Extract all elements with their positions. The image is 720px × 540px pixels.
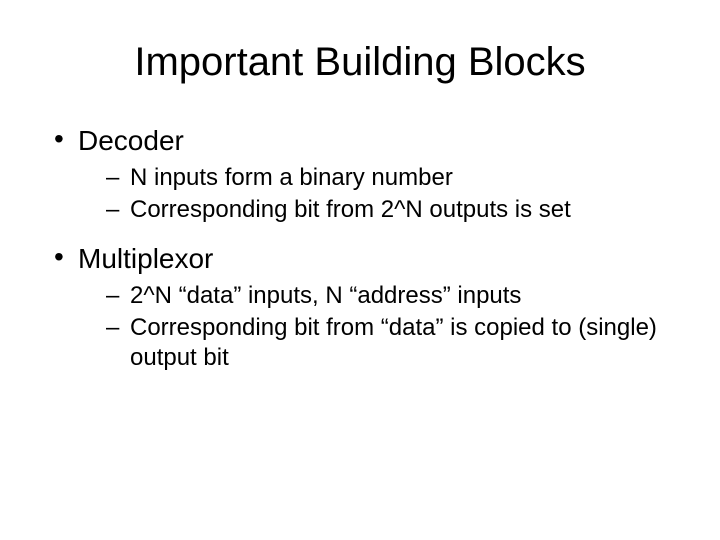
list-item: N inputs form a binary number — [78, 163, 670, 193]
sub-bullet-text: N inputs form a binary number — [130, 164, 453, 191]
sub-bullet-text: Corresponding bit from “data” is copied … — [130, 314, 657, 371]
list-item: Corresponding bit from 2^N outputs is se… — [78, 195, 670, 225]
slide-title: Important Building Blocks — [50, 40, 670, 85]
sub-bullet-list: N inputs form a binary number Correspond… — [78, 163, 670, 225]
list-item: Corresponding bit from “data” is copied … — [78, 313, 670, 373]
sub-bullet-list: 2^N “data” inputs, N “address” inputs Co… — [78, 281, 670, 373]
bullet-list: Decoder N inputs form a binary number Co… — [50, 125, 670, 373]
sub-bullet-text: 2^N “data” inputs, N “address” inputs — [130, 282, 521, 309]
list-item: Multiplexor 2^N “data” inputs, N “addres… — [50, 243, 670, 373]
bullet-label: Multiplexor — [78, 243, 213, 274]
list-item: 2^N “data” inputs, N “address” inputs — [78, 281, 670, 311]
bullet-label: Decoder — [78, 125, 184, 156]
list-item: Decoder N inputs form a binary number Co… — [50, 125, 670, 225]
slide: Important Building Blocks Decoder N inpu… — [0, 0, 720, 540]
sub-bullet-text: Corresponding bit from 2^N outputs is se… — [130, 196, 571, 223]
